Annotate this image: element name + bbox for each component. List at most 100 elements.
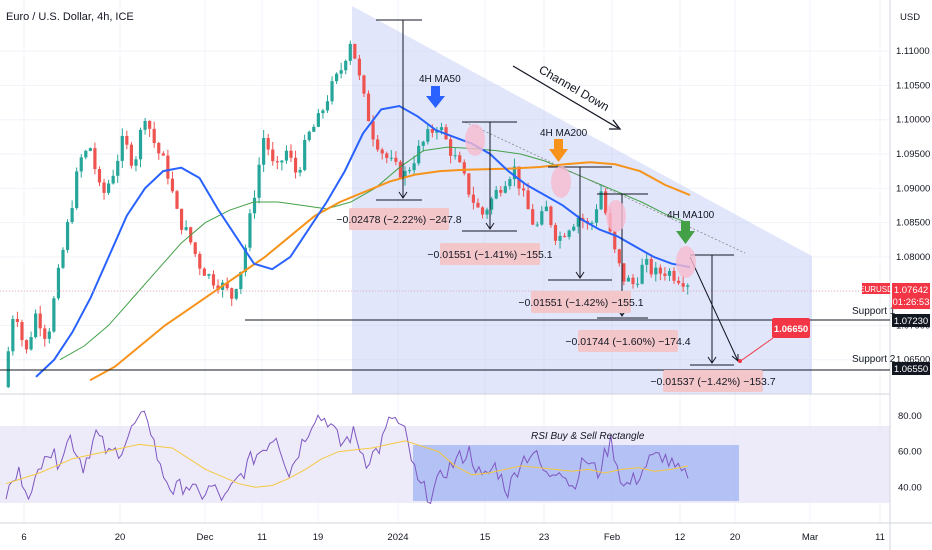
candle-body <box>572 226 576 231</box>
candle-body <box>380 149 384 154</box>
last-price-badge: 1.07642 01:26:53 <box>892 283 930 309</box>
time-tick-label: 20 <box>115 532 126 543</box>
price-tick-label: 1.10500 <box>896 80 930 91</box>
price-tick-label: 1.06500 <box>896 355 930 366</box>
candle-body <box>65 222 70 250</box>
candle-body <box>316 113 320 127</box>
candle-body <box>335 73 339 82</box>
candle-body <box>266 137 270 150</box>
ma50-label: 4H MA50 <box>419 74 461 85</box>
candlestick-series <box>6 40 690 389</box>
candle-body <box>622 263 626 282</box>
candle-body <box>88 148 92 151</box>
candle-body <box>207 274 211 276</box>
symbol-label: EURUSD <box>859 285 893 294</box>
ma200-arrow <box>549 139 568 162</box>
ma100-arrow <box>676 221 695 244</box>
candle-body <box>553 225 558 241</box>
candle-body <box>280 160 284 163</box>
price-tick-label: 1.08500 <box>896 218 930 229</box>
candle-body <box>508 179 512 187</box>
candle-body <box>403 170 407 178</box>
candle-body <box>663 273 667 276</box>
candle-body <box>499 189 503 193</box>
candle-body <box>640 264 644 284</box>
candle-body <box>284 150 289 161</box>
rsi-axis: 80.00 60.00 40.00 <box>898 411 922 493</box>
time-tick-label: 20 <box>730 532 741 543</box>
candle-body <box>170 178 175 192</box>
candle-body <box>6 351 10 388</box>
candle-body <box>654 267 658 275</box>
last-price-text: 1.07642 <box>894 285 928 296</box>
candle-body <box>129 144 133 166</box>
support-1-label: Support 1 <box>852 306 896 317</box>
price-tick-label: 1.09500 <box>896 149 930 160</box>
candle-body <box>439 127 444 131</box>
candle-body <box>458 155 462 163</box>
candle-body <box>330 81 334 102</box>
candle-body <box>293 157 298 173</box>
candle-body <box>79 157 83 172</box>
candle-body <box>631 277 635 285</box>
candle-body <box>385 153 389 158</box>
candle-body <box>635 283 640 285</box>
candle-body <box>576 217 580 227</box>
measurement-label-5: −0.01537 (−1.42%) −153.7 <box>650 370 776 392</box>
candle-body <box>43 328 47 339</box>
candle-body <box>471 194 475 203</box>
candle-body <box>120 135 124 161</box>
candle-body <box>339 70 343 74</box>
measurement-label-2: −0.01551 (−1.41%) −155.1 <box>427 243 553 265</box>
candle-body <box>202 268 206 276</box>
candle-body <box>84 150 88 158</box>
candle-body <box>599 191 603 210</box>
candle-body <box>672 270 676 281</box>
measurement-text-3: −0.01551 (−1.42%) −155.1 <box>518 297 643 309</box>
rsi-rectangle-label: RSI Buy & Sell Rectangle <box>531 431 645 442</box>
target-arrow <box>741 337 774 361</box>
price-tick-label: 1.10000 <box>896 115 930 126</box>
candle-body <box>102 182 106 193</box>
candle-body <box>20 322 24 341</box>
candle-body <box>198 254 202 269</box>
ma200-label: 4H MA200 <box>540 128 588 139</box>
candle-body <box>11 319 15 352</box>
candle-body <box>216 285 220 290</box>
candle-body <box>362 75 366 94</box>
candle-body <box>321 110 325 114</box>
candle-body <box>70 207 74 223</box>
candle-body <box>467 173 471 195</box>
rsi-line <box>5 410 689 505</box>
support-2-price-badge: 1.06550 <box>892 362 930 375</box>
support-2-price: 1.06550 <box>894 364 928 375</box>
candle-body <box>521 188 526 191</box>
candle-body <box>430 129 434 133</box>
candle-body <box>549 206 553 226</box>
candle-body <box>526 190 530 210</box>
candle-body <box>503 186 507 193</box>
ma200-line <box>89 161 691 382</box>
rsi-lines <box>5 410 689 505</box>
candle-body <box>453 155 457 157</box>
candle-body <box>248 213 252 248</box>
time-axis[interactable]: 6 20 Dec 11 19 2024 15 23 Feb 12 20 Mar 11 <box>21 532 885 543</box>
candle-body <box>681 283 685 287</box>
price-tick-label: 1.11000 <box>896 46 930 57</box>
time-tick-label: 6 <box>21 532 26 543</box>
candle-body <box>348 43 352 61</box>
rsi-buy-sell-rectangle <box>413 445 739 501</box>
candle-body <box>75 171 79 208</box>
candle-body <box>61 249 65 268</box>
candle-body <box>376 139 380 150</box>
target-dot <box>738 359 742 363</box>
candle-body <box>617 249 621 264</box>
rsi-tick-label: 40.00 <box>898 482 922 493</box>
candle-body <box>298 170 302 173</box>
candle-body <box>252 197 257 214</box>
price-tick-label: 1.09000 <box>896 183 930 194</box>
candle-body <box>421 141 425 146</box>
candle-body <box>38 313 42 329</box>
rsi-tick-label: 80.00 <box>898 411 922 422</box>
